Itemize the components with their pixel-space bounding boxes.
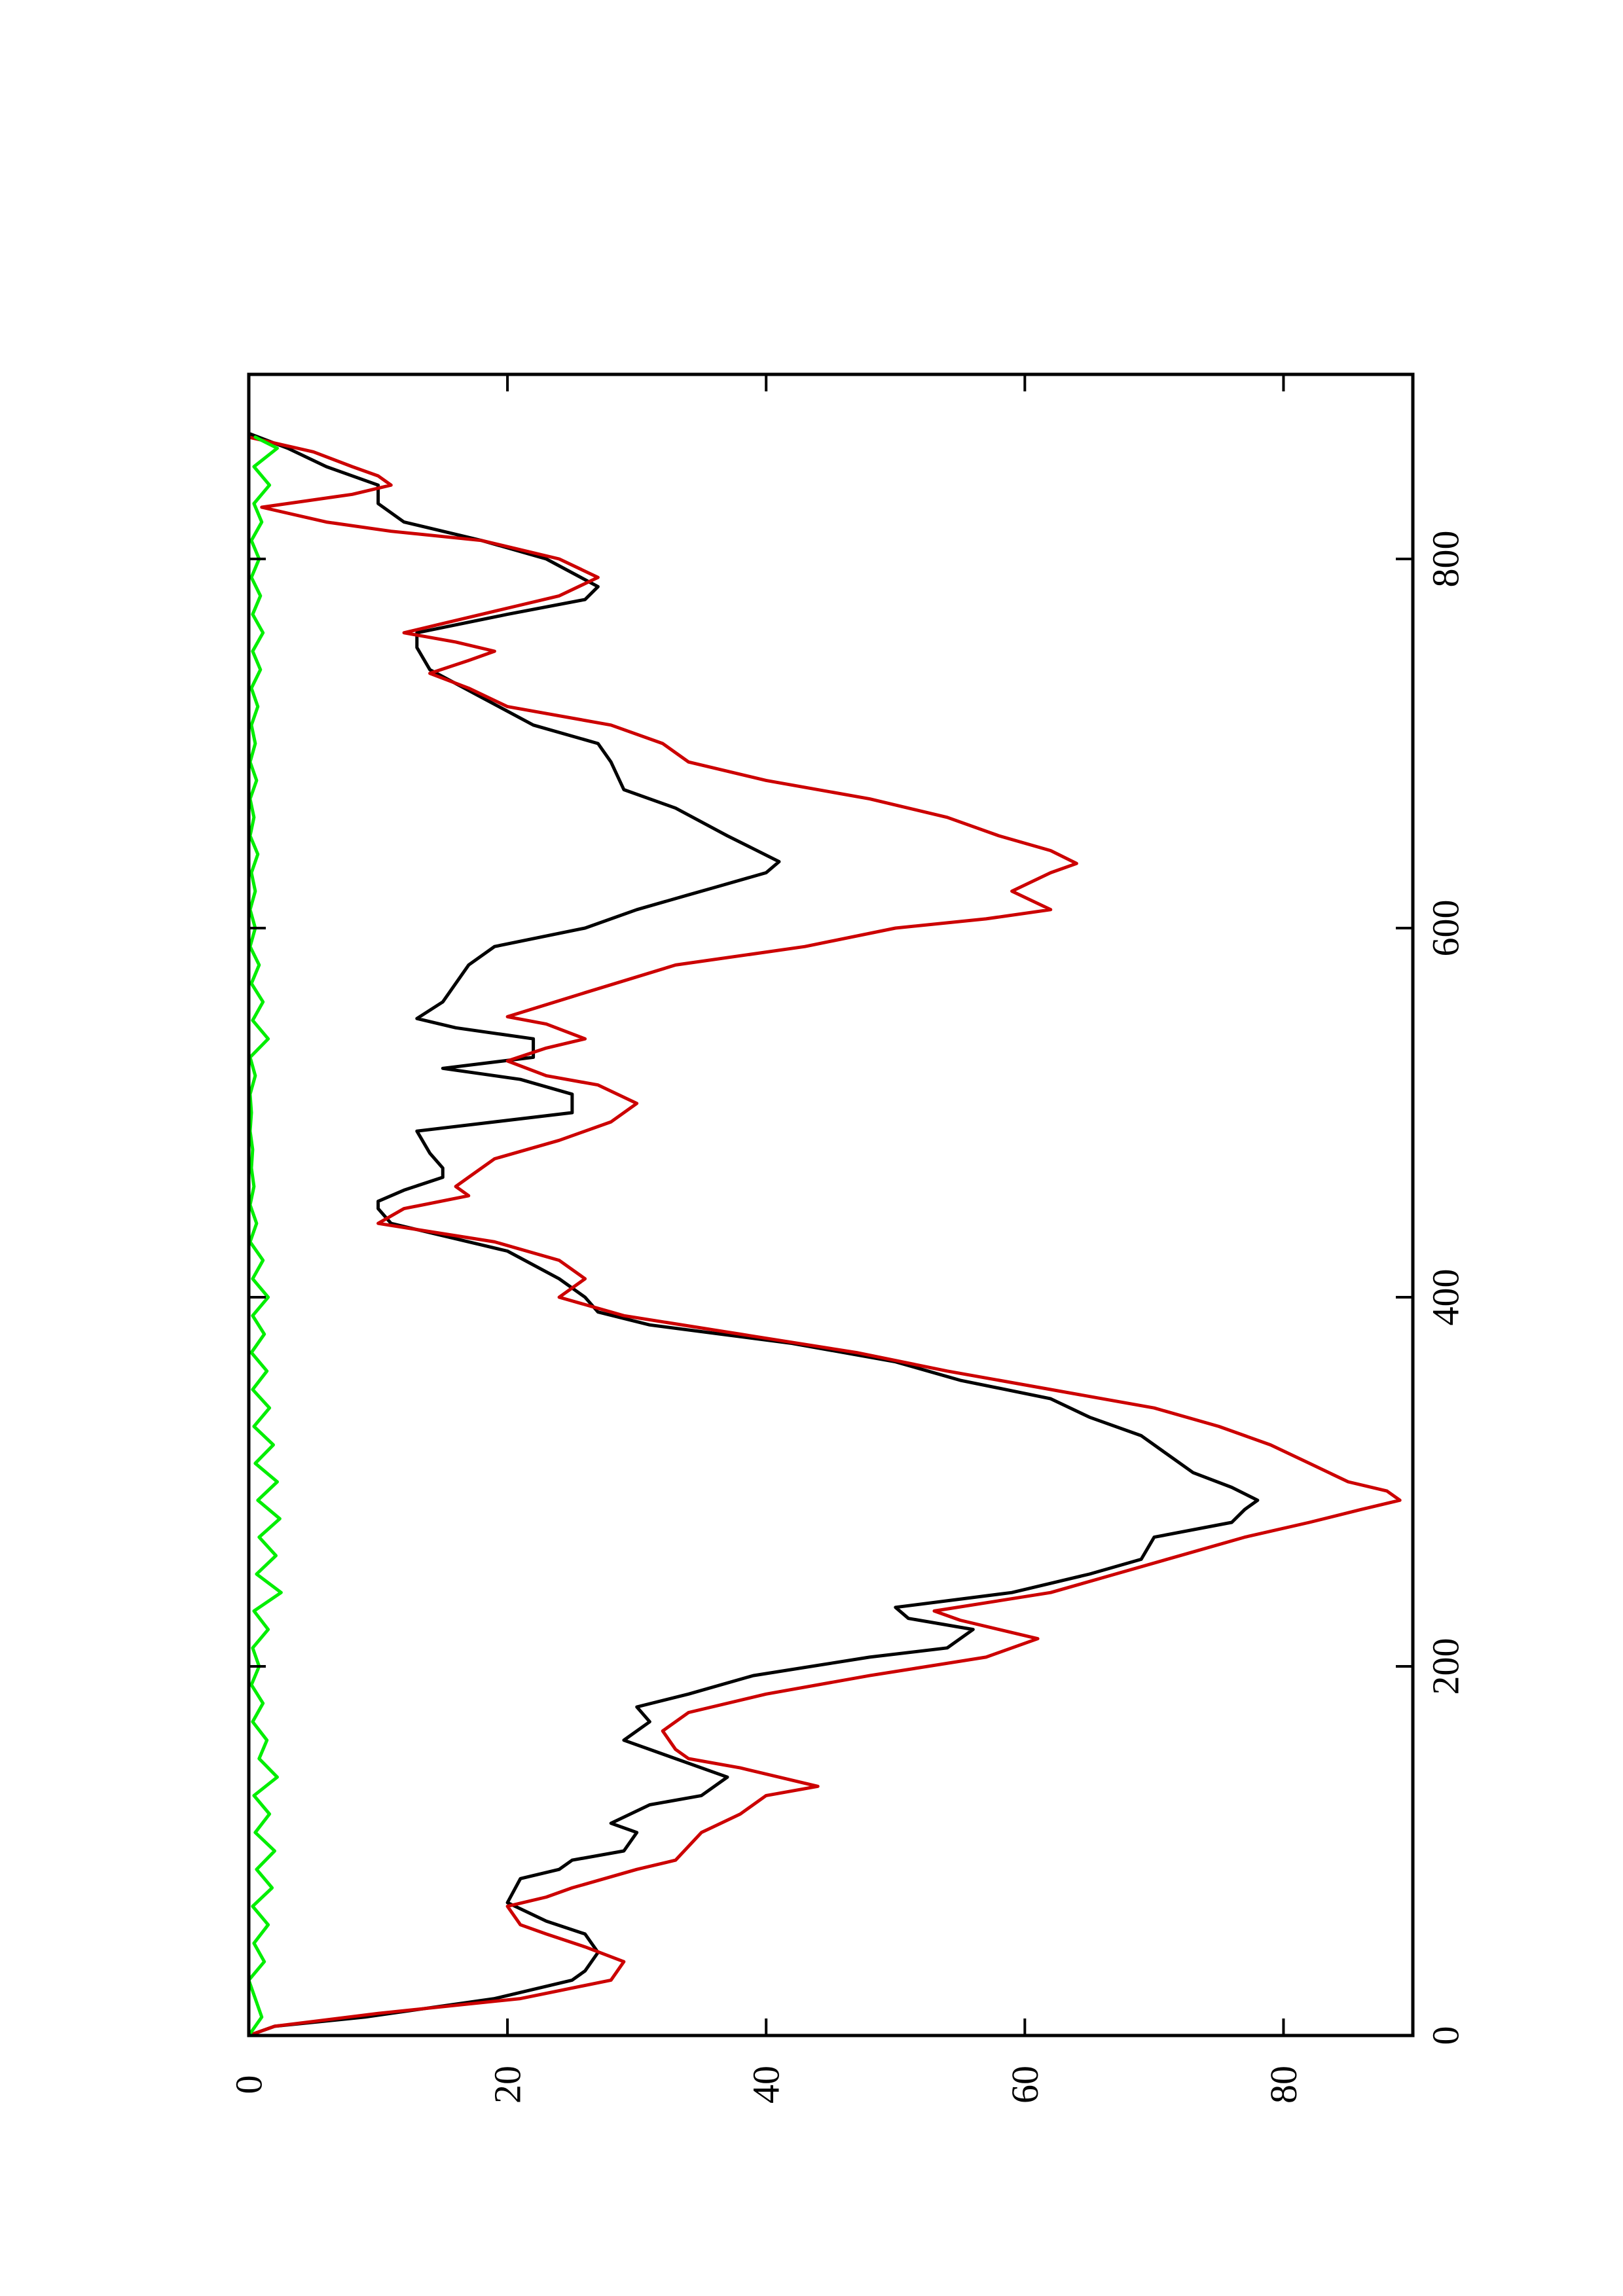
x-tick-label: 800 [1425,531,1467,588]
x-tick-label: 600 [1425,900,1467,957]
y-tick-label: 20 [486,2066,529,2104]
axis-ticks [249,374,1413,2036]
y-tick-label: 0 [228,2075,270,2094]
x-tick-label: 400 [1425,1269,1467,1326]
plot-area [247,431,1402,2037]
series-line-1 [247,431,1260,2037]
x-tick-label: 0 [1425,2026,1467,2045]
y-tick-label: 40 [745,2066,788,2104]
plot-frame [247,372,1415,2037]
series-line-2 [247,435,1402,2037]
series-line-3 [247,435,283,2037]
y-tick-label: 80 [1262,2066,1305,2104]
y-tick-label: 60 [1004,2066,1046,2104]
tick-labels: 0 200 400 600 800 0 20 40 60 80 [228,531,1467,2104]
x-tick-label: 200 [1425,1638,1467,1695]
